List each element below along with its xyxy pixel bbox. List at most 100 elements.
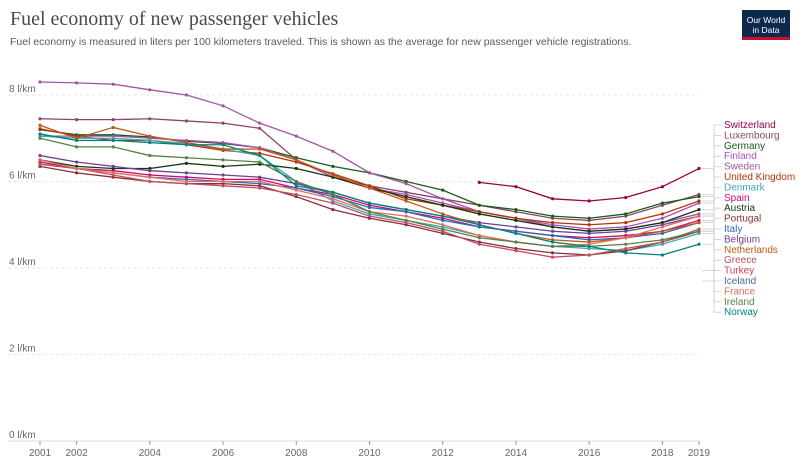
legend-label[interactable]: Portugal — [724, 214, 761, 225]
data-point[interactable] — [697, 214, 701, 218]
data-point[interactable] — [660, 185, 664, 189]
data-point[interactable] — [331, 190, 335, 194]
legend-label[interactable]: United Kingdom — [724, 172, 795, 183]
legend-layer[interactable]: SwitzerlandLuxembourgGermanyFinlandSwede… — [702, 120, 795, 318]
data-point[interactable] — [441, 214, 445, 218]
data-point[interactable] — [331, 173, 335, 177]
data-point[interactable] — [331, 164, 335, 168]
legend-label[interactable]: Spain — [724, 193, 750, 204]
data-point[interactable] — [111, 118, 115, 122]
data-point[interactable] — [660, 201, 664, 205]
data-point[interactable] — [660, 238, 664, 242]
data-point[interactable] — [258, 121, 262, 125]
data-point[interactable] — [477, 212, 481, 216]
data-point[interactable] — [404, 218, 408, 223]
data-point[interactable] — [294, 184, 298, 188]
data-point[interactable] — [294, 166, 298, 171]
data-point[interactable] — [587, 244, 591, 248]
data-point[interactable] — [624, 246, 628, 251]
data-point[interactable] — [294, 192, 298, 197]
data-point[interactable] — [111, 171, 115, 175]
data-point[interactable] — [331, 208, 335, 212]
data-point[interactable] — [477, 236, 481, 240]
data-point[interactable] — [294, 158, 298, 162]
data-point[interactable] — [404, 208, 408, 212]
data-point[interactable] — [184, 156, 189, 160]
data-point[interactable] — [75, 138, 79, 143]
data-point[interactable] — [294, 134, 298, 138]
legend-label[interactable]: Ireland — [724, 297, 755, 308]
data-point[interactable] — [697, 166, 701, 171]
data-point[interactable] — [184, 119, 189, 123]
data-point[interactable] — [111, 164, 115, 168]
data-point[interactable] — [367, 205, 372, 210]
data-point[interactable] — [184, 143, 189, 147]
data-point[interactable] — [111, 82, 115, 86]
data-point[interactable] — [75, 160, 79, 164]
data-point[interactable] — [404, 195, 408, 199]
data-point[interactable] — [441, 197, 445, 201]
data-point[interactable] — [367, 210, 372, 214]
data-point[interactable] — [624, 236, 628, 240]
data-point[interactable] — [148, 140, 152, 145]
data-point[interactable] — [331, 197, 335, 201]
data-point[interactable] — [38, 162, 42, 166]
data-point[interactable] — [514, 231, 518, 235]
data-point[interactable] — [258, 147, 262, 151]
data-point[interactable] — [38, 153, 42, 158]
data-point[interactable] — [550, 244, 555, 248]
data-point[interactable] — [697, 242, 701, 246]
data-point[interactable] — [367, 201, 372, 205]
data-point[interactable] — [258, 186, 262, 190]
data-point[interactable] — [624, 229, 628, 233]
legend-label[interactable]: Denmark — [724, 182, 766, 193]
data-point[interactable] — [550, 240, 555, 244]
data-point[interactable] — [550, 225, 555, 229]
data-point[interactable] — [148, 88, 152, 92]
data-point[interactable] — [660, 253, 664, 257]
data-point[interactable] — [550, 255, 555, 259]
legend-label[interactable]: Norway — [724, 307, 758, 318]
data-point[interactable] — [441, 223, 445, 227]
data-point[interactable] — [697, 220, 701, 225]
data-point[interactable] — [221, 147, 225, 151]
legend-label[interactable]: Netherlands — [724, 245, 778, 256]
legend-label[interactable]: Austria — [724, 203, 756, 214]
data-point[interactable] — [38, 80, 42, 84]
legend-label[interactable]: Belgium — [724, 234, 760, 245]
data-point[interactable] — [111, 145, 115, 149]
data-point[interactable] — [184, 161, 189, 165]
data-point[interactable] — [38, 132, 42, 136]
data-point[interactable] — [75, 166, 79, 171]
our-world-in-data-logo[interactable]: Our World in Data — [742, 10, 790, 40]
data-point[interactable] — [38, 123, 42, 127]
data-point[interactable] — [38, 136, 42, 140]
data-point[interactable] — [550, 220, 555, 225]
data-point[interactable] — [294, 188, 298, 192]
data-point[interactable] — [477, 223, 481, 227]
data-point[interactable] — [258, 153, 262, 158]
legend-label[interactable]: Italy — [724, 224, 742, 235]
legend-label[interactable]: Iceland — [724, 276, 756, 287]
data-point[interactable] — [148, 153, 152, 158]
data-point[interactable] — [624, 251, 628, 255]
data-point[interactable] — [587, 253, 591, 257]
data-point[interactable] — [404, 199, 408, 203]
series-line[interactable] — [39, 159, 700, 232]
data-point[interactable] — [148, 117, 152, 121]
legend-label[interactable]: Turkey — [724, 266, 754, 277]
legend-label[interactable]: Germany — [724, 141, 765, 152]
data-point[interactable] — [624, 242, 628, 246]
data-point[interactable] — [441, 203, 445, 207]
data-point[interactable] — [75, 118, 79, 122]
data-point[interactable] — [258, 179, 262, 184]
data-point[interactable] — [624, 195, 628, 200]
data-point[interactable] — [587, 231, 591, 235]
legend-label[interactable]: France — [724, 286, 756, 297]
data-point[interactable] — [660, 229, 664, 233]
data-point[interactable] — [148, 169, 152, 173]
data-point[interactable] — [550, 251, 555, 255]
data-point[interactable] — [514, 208, 518, 212]
data-point[interactable] — [697, 208, 701, 212]
data-point[interactable] — [38, 117, 42, 121]
